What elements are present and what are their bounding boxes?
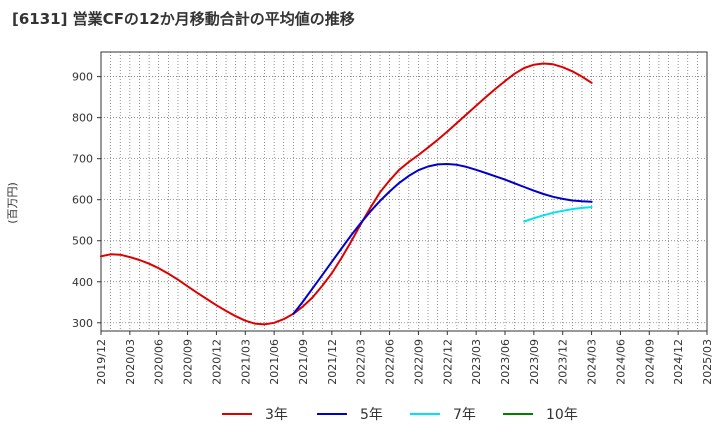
x-tick-label: 2021/06 xyxy=(268,339,281,385)
x-axis-ticks: 2019/12 2020/03 2020/06 2020/09 2020/12 2021/… xyxy=(95,331,714,385)
x-tick-label: 2021/12 xyxy=(326,339,339,385)
y-tick-label: 300 xyxy=(72,317,93,330)
legend-label: 10年 xyxy=(546,407,578,423)
legend-label: 5年 xyxy=(360,407,383,423)
x-tick-label: 2023/06 xyxy=(499,339,512,385)
x-tick-label: 2020/12 xyxy=(210,339,223,385)
x-tick-label: 2024/03 xyxy=(586,339,599,385)
x-tick-label: 2021/03 xyxy=(239,339,252,385)
x-tick-label: 2024/06 xyxy=(614,339,627,385)
plot-area xyxy=(100,51,708,332)
x-tick-label: 2024/12 xyxy=(672,339,685,385)
x-tick-label: 2023/12 xyxy=(557,339,570,385)
x-tick-label: 2023/09 xyxy=(528,339,541,385)
series-line-3年 xyxy=(100,62,593,326)
y-tick-label: 600 xyxy=(72,194,93,207)
y-tick-label: 700 xyxy=(72,153,93,166)
x-tick-label: 2023/03 xyxy=(470,339,483,385)
x-tick-label: 2019/12 xyxy=(95,339,108,385)
series-line-5年 xyxy=(292,163,593,315)
x-tick-label: 2020/09 xyxy=(182,339,195,385)
x-tick-label: 2022/12 xyxy=(441,339,454,385)
series-line-7年 xyxy=(523,206,593,223)
chart-title: [6131] 営業CFの12か月移動合計の平均値の推移 xyxy=(12,10,355,28)
x-tick-label: 2022/03 xyxy=(355,339,368,385)
y-tick-label: 400 xyxy=(72,276,93,289)
y-axis-ticks: 300 400 500 600 700 800 900 xyxy=(72,71,101,330)
x-tick-label: 2024/09 xyxy=(643,339,656,385)
x-tick-label: 2025/03 xyxy=(701,339,714,385)
grid-lines xyxy=(101,52,707,331)
x-tick-label: 2022/09 xyxy=(412,339,425,385)
x-tick-label: 2020/06 xyxy=(153,339,166,385)
y-tick-label: 800 xyxy=(72,112,93,125)
y-tick-label: 500 xyxy=(72,235,93,248)
x-tick-label: 2021/09 xyxy=(297,339,310,385)
legend-label: 7年 xyxy=(453,407,476,423)
legend: 3年 5年 7年 10年 xyxy=(222,407,578,423)
x-tick-label: 2022/06 xyxy=(384,339,397,385)
series-lines xyxy=(100,62,593,326)
y-tick-label: 900 xyxy=(72,71,93,84)
x-tick-label: 2020/03 xyxy=(124,339,137,385)
legend-label: 3年 xyxy=(265,407,288,423)
